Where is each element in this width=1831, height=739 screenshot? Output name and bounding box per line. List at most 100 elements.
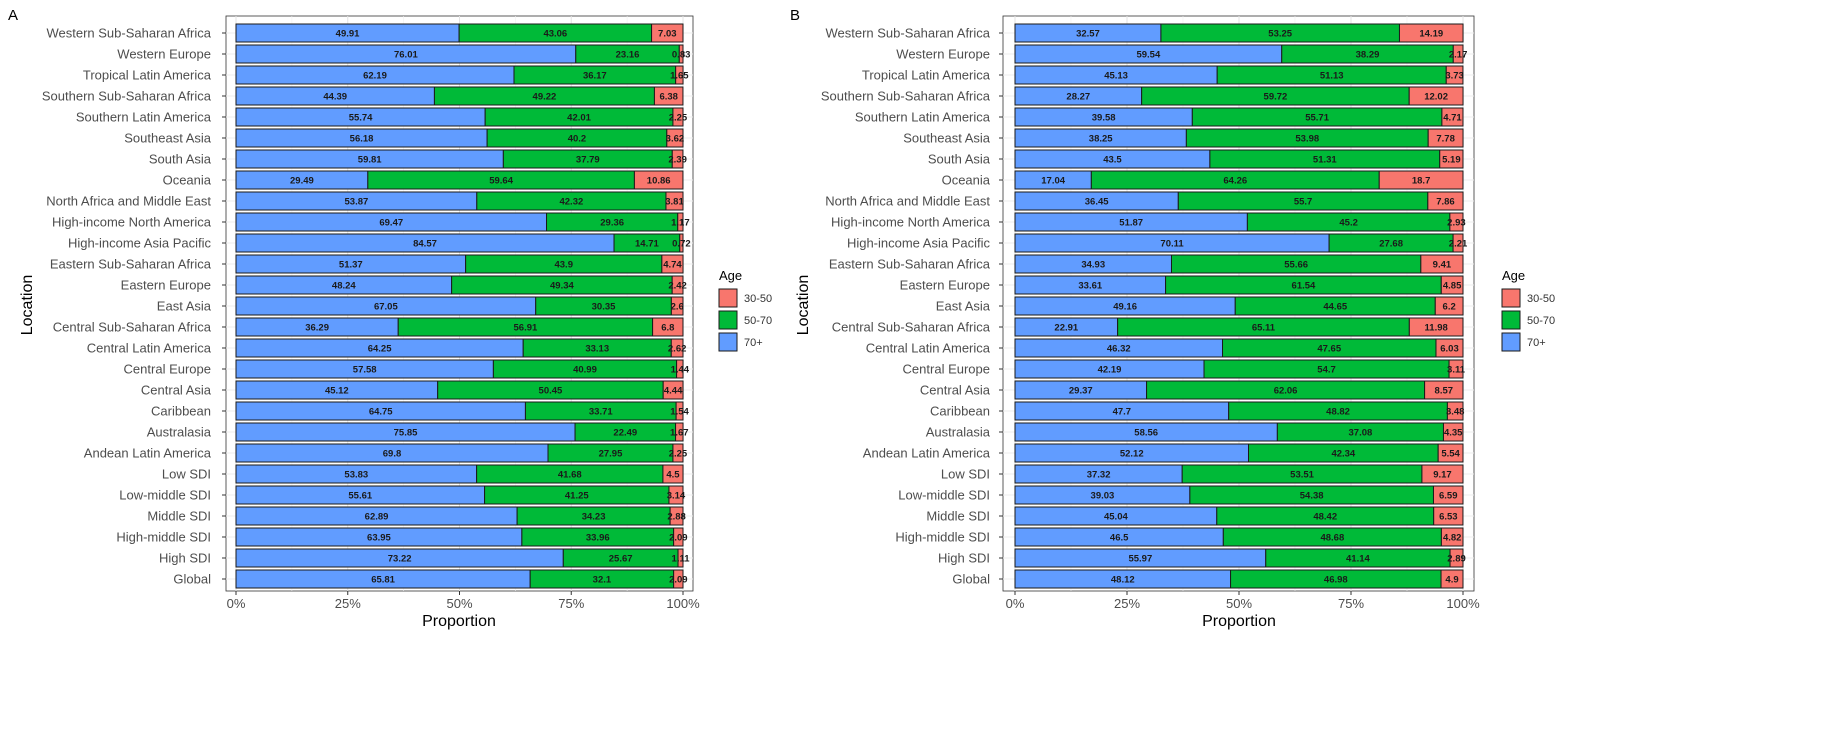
bar-segment-30-50 [673,569,684,589]
category-label: Central Latin America [87,341,212,356]
data-label: 63.95 [367,533,391,544]
bar-row: High-income North America 51.87 45.2 2.93 [831,212,1466,232]
category-label: Western Sub-Saharan Africa [825,26,990,41]
category-label: East Asia [936,299,991,314]
bar-segment-30-50 [1445,65,1464,85]
data-label: 44.39 [323,92,347,103]
panel-tag: B [790,7,800,24]
data-label: 37.08 [1349,428,1373,439]
category-label: High-income Asia Pacific [68,236,212,251]
data-label: 45.12 [325,386,349,397]
category-label: Western Sub-Saharan Africa [46,26,211,41]
category-label: High SDI [159,551,211,566]
category-label: Andean Latin America [863,446,991,461]
data-label: 42.34 [1331,449,1355,460]
data-label: 55.66 [1284,260,1308,271]
data-label: 46.98 [1324,575,1348,586]
data-label: 44.65 [1323,302,1347,313]
bar-row: Andean Latin America 52.12 42.34 5.54 [863,443,1464,463]
data-label: 14.71 [635,239,659,250]
bar-segment-30-50 [1435,338,1464,358]
data-label: 2.25 [669,113,688,124]
category-label: Tropical Latin America [83,68,212,83]
bar-row: Low-middle SDI 55.61 41.25 3.14 [119,485,686,505]
data-label: 62.19 [363,71,387,82]
data-label: 3.62 [666,134,685,145]
bar-row: Eastern Sub-Saharan Africa 51.37 43.9 4.74 [50,254,684,274]
data-label: 43.9 [554,260,573,271]
bar-segment-30-50 [679,233,684,253]
bar-segment-30-50 [1427,128,1464,148]
category-label: Low SDI [162,467,211,482]
data-label: 55.97 [1128,554,1152,565]
data-label: 1.17 [671,218,690,229]
bar-segment-30-50 [651,23,684,43]
data-label: 2.09 [669,575,688,586]
data-label: 46.5 [1110,533,1129,544]
bar-segment-30-50 [671,275,684,295]
category-label: Oceania [942,173,991,188]
data-label: 7.03 [658,29,677,40]
category-label: Eastern Europe [121,278,211,293]
panel-b: B Western Sub-Saharan Africa 32.57 53.25 14.… [790,7,1555,630]
data-label: 59.72 [1264,92,1288,103]
data-label: 58.56 [1134,428,1158,439]
data-label: 49.16 [1113,302,1137,313]
data-label: 48.24 [332,281,356,292]
data-label: 2.42 [668,281,687,292]
category-label: High-middle SDI [895,530,990,545]
data-label: 1.54 [670,407,689,418]
bar-row: Global 65.81 32.1 2.09 [173,569,688,589]
bar-row: High SDI 55.97 41.14 2.89 [938,548,1466,568]
data-label: 2.88 [667,512,686,523]
bar-row: Southern Latin America 39.58 55.71 4.71 [855,107,1464,127]
category-label: Global [173,572,211,587]
data-label: 4.35 [1444,428,1463,439]
bar-segment-30-50 [677,212,684,232]
data-label: 43.06 [543,29,567,40]
data-label: 28.27 [1066,92,1090,103]
bar-row: Central Asia 29.37 62.06 8.57 [920,380,1464,400]
category-label: Southeast Asia [124,131,211,146]
data-label: 76.01 [394,50,418,61]
y-axis-title: Location [795,275,812,336]
category-label: Southern Latin America [855,110,991,125]
bar-segment-30-50 [1427,191,1464,211]
category-label: Central Sub-Saharan Africa [53,320,212,335]
data-label: 2.89 [1447,554,1466,565]
category-label: Southern Sub-Saharan Africa [821,89,991,104]
category-label: North Africa and Middle East [825,194,990,209]
bar-row: Caribbean 47.7 48.82 3.48 [930,401,1464,421]
bar-segment-30-50 [653,86,684,106]
data-label: 38.29 [1356,50,1380,61]
bar-row: Western Europe 76.01 23.16 0.83 [117,44,690,64]
data-label: 39.03 [1091,491,1115,502]
category-label: Middle SDI [147,509,211,524]
bar-segment-30-50 [1449,212,1464,232]
x-axis-title: Proportion [1202,613,1276,630]
bar-row: High-middle SDI 63.95 33.96 2.09 [116,527,688,547]
x-tick-label: 50% [446,596,472,611]
data-label: 40.2 [568,134,587,145]
x-tick-label: 0% [1006,596,1025,611]
data-label: 69.47 [379,218,403,229]
bar-row: Low SDI 53.83 41.68 4.5 [162,464,684,484]
data-label: 51.31 [1313,155,1337,166]
data-label: 33.96 [586,533,610,544]
data-label: 36.45 [1085,197,1109,208]
data-label: 55.61 [348,491,372,502]
data-label: 5.54 [1441,449,1460,460]
category-label: North Africa and Middle East [46,194,211,209]
data-label: 7.78 [1436,134,1455,145]
data-label: 49.34 [550,281,574,292]
bar-segment-30-50 [1408,317,1464,337]
category-label: Central Asia [920,383,991,398]
legend-label: 30-50 [1527,293,1555,305]
data-label: 4.44 [664,386,683,397]
data-label: 2.93 [1447,218,1466,229]
data-label: 51.13 [1320,71,1344,82]
data-label: 6.2 [1443,302,1456,313]
data-label: 32.1 [593,575,612,586]
x-tick-label: 50% [1226,596,1252,611]
